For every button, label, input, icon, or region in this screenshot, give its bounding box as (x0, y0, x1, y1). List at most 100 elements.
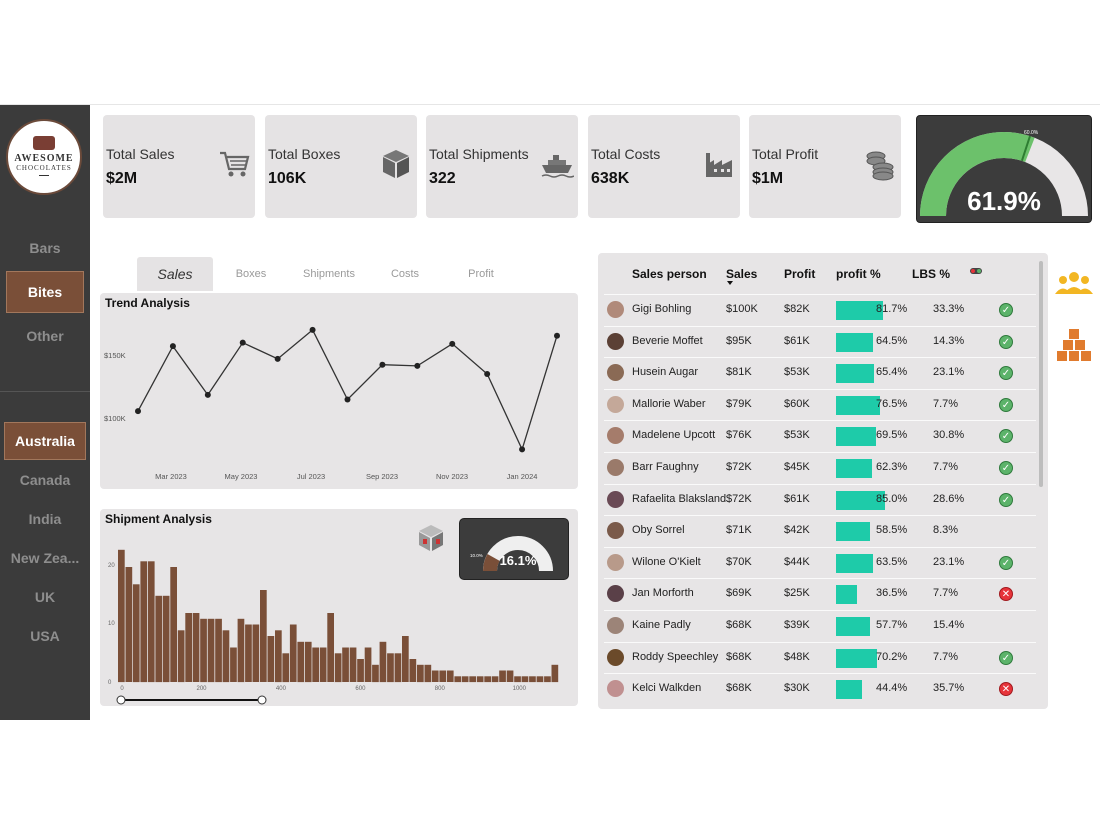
histogram-bar[interactable] (162, 595, 170, 683)
histogram-bar[interactable] (439, 670, 447, 683)
trend-point[interactable] (344, 396, 351, 403)
histogram-bar[interactable] (327, 613, 334, 682)
histogram-bar[interactable] (230, 647, 237, 683)
histogram-bar[interactable] (177, 630, 185, 683)
trend-point[interactable] (239, 339, 246, 346)
histogram-bar[interactable] (289, 624, 297, 683)
histogram-bar[interactable] (245, 624, 252, 683)
histogram-bar[interactable] (334, 653, 342, 683)
histogram-bar[interactable] (409, 659, 417, 682)
nav-item-other[interactable]: Other (26, 328, 64, 344)
histogram-bar[interactable] (282, 653, 290, 683)
histogram-bar[interactable] (125, 567, 133, 682)
trend-point[interactable] (449, 340, 456, 347)
country-india[interactable]: India (28, 511, 62, 527)
trend-point[interactable] (169, 343, 176, 350)
histogram-bar[interactable] (267, 636, 275, 682)
country-new-zealand[interactable]: New Zea... (10, 550, 80, 566)
table-row[interactable]: Mallorie Waber $79K $60K 76.5% 7.7% ✓ (604, 388, 1036, 421)
header-lbs-pct[interactable]: LBS % (912, 267, 951, 281)
table-row[interactable]: Rafaelita Blaksland $72K $61K 85.0% 28.6% ✓ (604, 483, 1036, 516)
histogram-bar[interactable] (140, 561, 148, 683)
header-sales[interactable]: Sales (726, 267, 758, 281)
histogram-bar[interactable] (431, 670, 439, 683)
table-row[interactable]: Jan Morforth $69K $25K 36.5% 7.7% ✕ (604, 578, 1036, 610)
country-canada[interactable]: Canada (19, 472, 71, 488)
country-usa[interactable]: USA (30, 628, 60, 644)
histogram-bar[interactable] (252, 624, 260, 683)
table-row[interactable]: Gigi Bohling $100K $82K 81.7% 33.3% ✓ (604, 294, 1036, 326)
country-australia[interactable]: Australia (4, 422, 86, 460)
histogram-bar[interactable] (185, 613, 192, 682)
histogram-bar[interactable] (387, 653, 394, 683)
histogram-bar[interactable] (521, 676, 529, 683)
tab-costs[interactable]: Costs (390, 268, 420, 280)
histogram-bar[interactable] (506, 670, 514, 683)
histogram-bar[interactable] (514, 676, 521, 683)
histogram-bar[interactable] (132, 584, 140, 683)
histogram-bar[interactable] (207, 618, 215, 683)
histogram-bar[interactable] (417, 664, 424, 683)
histogram-bar[interactable] (424, 664, 432, 683)
trend-point[interactable] (519, 446, 526, 453)
histogram-bar[interactable] (200, 618, 207, 683)
histogram-bar[interactable] (312, 647, 319, 683)
histogram-bar[interactable] (237, 618, 245, 683)
trend-point[interactable] (204, 391, 211, 398)
histogram-bar[interactable] (536, 676, 544, 683)
histogram-bar[interactable] (469, 676, 476, 683)
histogram-bar[interactable] (484, 676, 491, 683)
table-row[interactable]: Madelene Upcott $76K $53K 69.5% 30.8% ✓ (604, 420, 1036, 452)
nav-item-bites[interactable]: Bites (6, 271, 84, 313)
histogram-bar[interactable] (304, 641, 312, 683)
histogram-bar[interactable] (349, 647, 357, 683)
trend-point[interactable] (554, 332, 560, 339)
histogram-bar[interactable] (402, 636, 409, 682)
header-sales-person[interactable]: Sales person (632, 267, 707, 281)
tab-profit[interactable]: Profit (468, 268, 494, 280)
histogram-bar[interactable] (446, 670, 454, 683)
table-row[interactable]: Wilone O'Kielt $70K $44K 63.5% 23.1% ✓ (604, 546, 1036, 579)
slider-handle-end[interactable] (257, 695, 267, 705)
tab-boxes[interactable]: Boxes (235, 268, 267, 280)
histogram-bar[interactable] (454, 676, 462, 683)
table-row[interactable]: Kaine Padly $68K $39K 57.7% 15.4% (604, 610, 1036, 642)
trend-point[interactable] (274, 355, 281, 362)
histogram-bar[interactable] (491, 676, 499, 683)
histogram-bar[interactable] (319, 647, 327, 683)
histogram-bar[interactable] (476, 676, 484, 683)
trend-point[interactable] (309, 326, 316, 333)
table-row[interactable]: Barr Faughny $72K $45K 62.3% 7.7% ✓ (604, 452, 1036, 484)
histogram-bar[interactable] (461, 676, 469, 683)
histogram-bar[interactable] (118, 549, 125, 683)
histogram-bar[interactable] (147, 561, 155, 683)
trend-point[interactable] (484, 371, 491, 377)
table-row[interactable]: Beverie Moffet $95K $61K 64.5% 14.3% ✓ (604, 325, 1036, 358)
header-profit[interactable]: Profit (784, 267, 816, 281)
trend-point[interactable] (379, 361, 386, 368)
histogram-bar[interactable] (529, 676, 536, 683)
country-uk[interactable]: UK (34, 589, 56, 605)
trend-point[interactable] (414, 362, 421, 369)
table-row[interactable]: Roddy Speechley $68K $48K 70.2% 7.7% ✓ (604, 641, 1036, 674)
histogram-bar[interactable] (379, 641, 387, 683)
histogram-bar[interactable] (275, 630, 282, 683)
histogram-bar[interactable] (342, 647, 349, 683)
histogram-bar[interactable] (215, 618, 222, 683)
histogram-bar[interactable] (170, 567, 177, 682)
slider-handle-start[interactable] (116, 695, 126, 705)
tab-sales[interactable]: Sales (137, 257, 213, 291)
histogram-bar[interactable] (192, 613, 200, 682)
trend-point[interactable] (135, 408, 141, 415)
histogram-bar[interactable] (544, 676, 551, 683)
nav-item-bars[interactable]: Bars (29, 240, 61, 256)
histogram-bar[interactable] (394, 653, 402, 683)
histogram-bar[interactable] (551, 664, 559, 683)
histogram-bar[interactable] (499, 670, 506, 683)
table-row[interactable]: Oby Sorrel $71K $42K 58.5% 8.3% (604, 515, 1036, 547)
header-profit-pct[interactable]: profit % (836, 267, 881, 281)
histogram-bar[interactable] (297, 641, 305, 683)
tab-shipments[interactable]: Shipments (303, 268, 355, 280)
table-row[interactable]: Husein Augar $81K $53K 65.4% 23.1% ✓ (604, 357, 1036, 389)
histogram-bar[interactable] (222, 630, 230, 683)
